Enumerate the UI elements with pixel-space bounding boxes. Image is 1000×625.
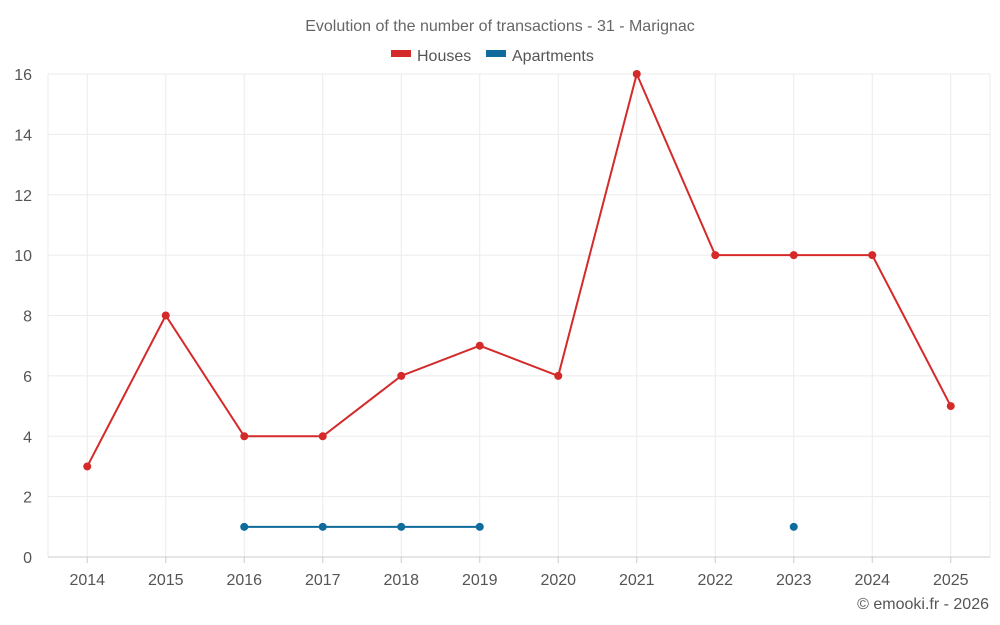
legend-swatch-apartments — [486, 50, 506, 57]
x-tick-label: 2022 — [697, 572, 733, 589]
x-tick-label: 2017 — [305, 572, 341, 589]
x-tick-label: 2024 — [854, 572, 890, 589]
x-tick-label: 2018 — [383, 572, 419, 589]
axes: 0 2 4 6 8 10 12 14 16 2014 2015 2016 2017 2018 2019 202… — [14, 67, 990, 589]
data-point-houses-2021[interactable] — [632, 70, 641, 78]
x-tick-label: 2014 — [69, 572, 105, 589]
series-line-houses — [86, 70, 952, 467]
y-tick-label: 10 — [14, 248, 32, 265]
y-tick-label: 12 — [14, 188, 32, 205]
series-apartments — [240, 522, 798, 531]
data-point-houses-2022[interactable] — [711, 251, 720, 260]
data-point-apartments-2023[interactable] — [789, 522, 798, 531]
data-point-houses-2019[interactable] — [475, 341, 484, 350]
series-layer — [83, 70, 955, 531]
x-tick-label: 2016 — [226, 572, 262, 589]
y-tick-label: 6 — [23, 369, 32, 386]
y-tick-label: 0 — [23, 550, 32, 567]
data-point-apartments-2018[interactable] — [397, 522, 406, 531]
y-tick-label: 8 — [23, 309, 32, 326]
y-tick-label: 2 — [23, 490, 32, 507]
legend-label-apartments[interactable]: Apartments — [512, 48, 594, 65]
data-point-houses-2016[interactable] — [240, 432, 249, 441]
data-point-houses-2020[interactable] — [554, 371, 563, 380]
credit-text: © emooki.fr - 2026 — [857, 596, 989, 613]
x-tick-label: 2015 — [148, 572, 184, 589]
data-point-houses-2023[interactable] — [789, 251, 798, 260]
data-point-houses-2015[interactable] — [161, 311, 170, 320]
legend: Houses Apartments — [391, 48, 594, 65]
data-point-houses-2018[interactable] — [397, 371, 406, 380]
data-point-houses-2017[interactable] — [318, 432, 327, 441]
data-point-houses-2024[interactable] — [868, 251, 877, 260]
x-tick-label: 2025 — [933, 572, 969, 589]
grid — [47, 73, 991, 557]
x-tick-label: 2020 — [540, 572, 576, 589]
chart-title: Evolution of the number of transactions … — [305, 18, 695, 35]
x-tick-label: 2019 — [462, 572, 498, 589]
legend-swatch-houses — [391, 50, 411, 57]
data-point-apartments-2017[interactable] — [318, 522, 327, 531]
x-tick-label: 2021 — [619, 572, 655, 589]
y-tick-label: 14 — [14, 127, 32, 144]
x-tick-label: 2023 — [776, 572, 812, 589]
data-point-houses-2025[interactable] — [946, 402, 955, 411]
legend-label-houses[interactable]: Houses — [417, 48, 471, 65]
series-houses — [83, 70, 955, 471]
y-tick-label: 4 — [23, 429, 32, 446]
data-point-houses-2014[interactable] — [83, 462, 92, 471]
y-tick-label: 16 — [14, 67, 32, 84]
data-point-apartments-2016[interactable] — [240, 522, 249, 531]
data-point-apartments-2019[interactable] — [475, 522, 484, 531]
